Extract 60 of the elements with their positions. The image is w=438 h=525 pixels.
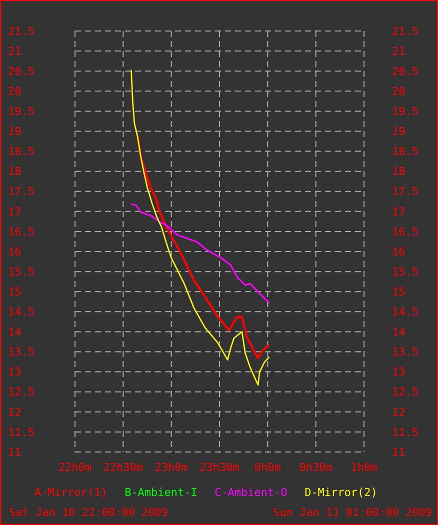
y2-tick-label: 11 (392, 446, 406, 459)
y2-tick-label: 20 (392, 84, 406, 98)
y-tick-label: 11.5 (8, 426, 34, 439)
text: A-Mirror(1) (34, 486, 108, 499)
x-tick-label: 0h0m (254, 461, 282, 474)
y-tick-label: 21.5 (8, 24, 34, 38)
y2-tick-label: 17.5 (392, 185, 418, 198)
y2-tick-label: 20.5 (392, 64, 418, 78)
x-tick-label: 23h30m (200, 461, 240, 474)
y-tick-label: 12 (8, 406, 22, 419)
y2-tick-label: 17 (392, 205, 406, 218)
y2-tick-label: 14 (392, 326, 406, 339)
y-tick-label: 11 (8, 446, 22, 459)
x-tick-label: 22h30m (103, 461, 144, 474)
y2-tick-label: 11.5 (392, 426, 418, 439)
y-tick-label: 16 (8, 245, 22, 258)
y2-tick-label: 13.5 (392, 346, 418, 359)
y-tick-label: 14 (8, 326, 22, 339)
y2-tick-label: 18 (392, 165, 406, 178)
y-tick-label: 15 (8, 285, 22, 298)
text: D-Mirror(2) (304, 486, 378, 499)
y-tick-label: 21 (8, 44, 22, 58)
line-series (130, 203, 270, 304)
y2-tick-label: 12 (392, 406, 406, 419)
y-tick-label: 17 (8, 205, 22, 218)
x-tick-label: 1h0m (350, 461, 378, 474)
y-tick-label: 18.5 (8, 145, 34, 158)
x-tick-label: 22h0m (58, 461, 92, 474)
y-tick-label: 12.5 (8, 386, 34, 399)
y-tick-label: 15.5 (8, 265, 34, 278)
legend-label: B-Ambient-I (124, 486, 198, 499)
line-series (130, 69, 270, 386)
text: C-Ambient-O (214, 486, 288, 499)
x-tick-label: 23h0m (154, 461, 188, 474)
y2-tick-label: 13 (392, 366, 406, 379)
y-tick-label: 19 (8, 125, 22, 138)
y-tick-label: 17.5 (8, 185, 34, 198)
text: Sun Jan 11 01:00:00 2009 (273, 506, 432, 519)
y2-tick-label: 15.5 (392, 265, 418, 278)
text: Sat Jan 10 22:00:00 2009 (9, 506, 168, 519)
y2-tick-label: 14.5 (392, 306, 418, 319)
line-series (136, 136, 270, 360)
y2-tick-label: 19 (392, 125, 406, 138)
y-tick-label: 20 (8, 84, 22, 98)
y2-tick-label: 16 (392, 245, 406, 258)
y2-tick-label: 19.5 (392, 105, 418, 118)
y2-tick-label: 16.5 (392, 225, 418, 238)
y2-tick-label: 21.5 (392, 24, 418, 38)
y2-tick-label: 21 (392, 44, 406, 58)
x-tick-label: 0h30m (299, 461, 333, 474)
y2-tick-label: 12.5 (392, 386, 418, 399)
y-tick-label: 13.5 (8, 346, 34, 359)
y-tick-label: 20.5 (8, 64, 34, 78)
y-tick-label: 13 (8, 366, 22, 379)
y-tick-label: 14.5 (8, 306, 34, 319)
y2-tick-label: 15 (392, 285, 406, 298)
y2-tick-label: 18.5 (392, 145, 418, 158)
y-tick-label: 16.5 (8, 225, 34, 238)
y-tick-label: 18 (8, 165, 22, 178)
y-tick-label: 19.5 (8, 105, 34, 118)
